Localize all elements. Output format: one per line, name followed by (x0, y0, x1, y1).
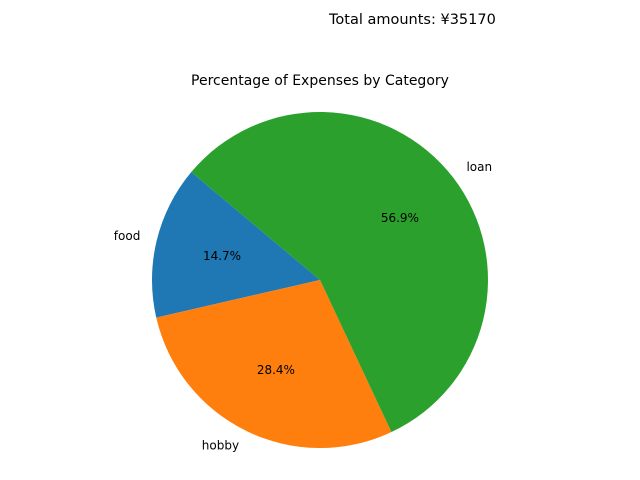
total-amount-label: Total amounts: ¥35170 (329, 12, 496, 28)
slice-label-food: food (114, 229, 141, 243)
slice-label-hobby: hobby (202, 439, 239, 453)
slice-percent-food: 14.7% (203, 249, 241, 263)
pie-slice-food (152, 172, 320, 318)
slice-percent-loan: 56.9% (381, 211, 419, 225)
pie-slice-hobby (156, 280, 392, 448)
pie-slice-loan (191, 112, 489, 433)
chart-title: Percentage of Expenses by Category (191, 73, 449, 89)
slice-label-loan: loan (466, 160, 492, 174)
slice-percent-hobby: 28.4% (257, 363, 295, 377)
